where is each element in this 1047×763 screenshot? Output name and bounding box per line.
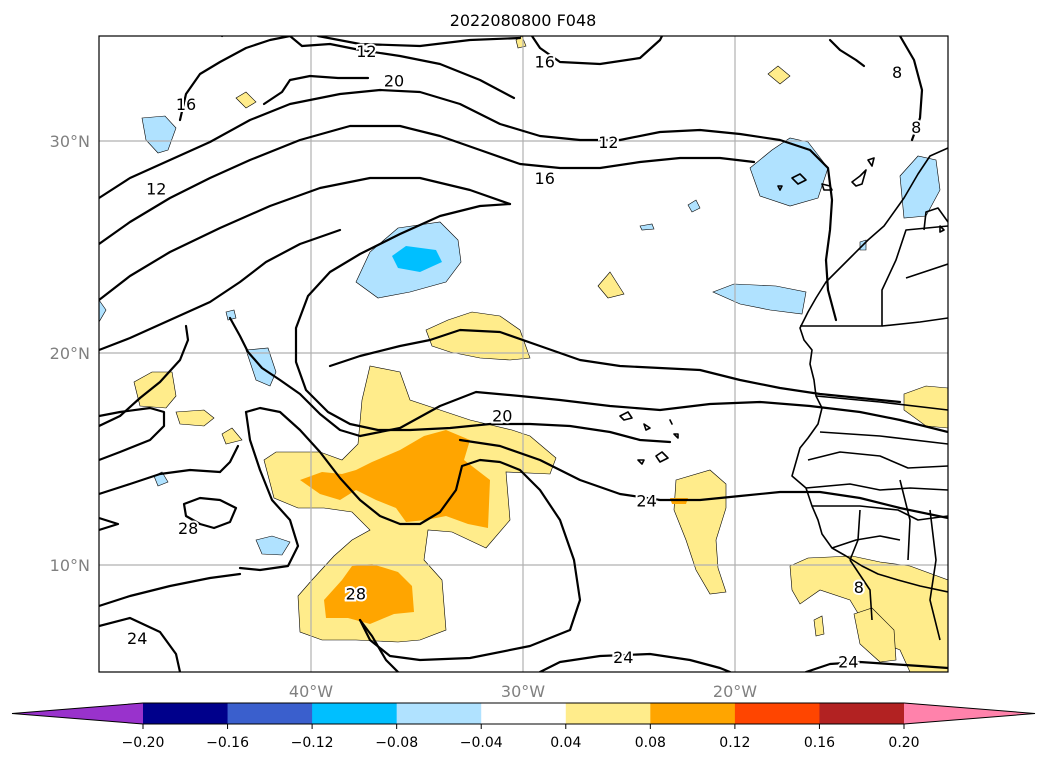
contour-label: 20 <box>492 406 512 425</box>
contour-label: 24 <box>127 629 147 648</box>
contour-label: 24 <box>636 491 656 510</box>
colorbar-tick-label: 0.16 <box>804 735 835 751</box>
colorbar: −0.20 −0.16 −0.12 −0.08 −0.04 0.04 0.08 0.12 0.1… <box>12 703 1035 751</box>
colorbar-tick-label: 0.08 <box>635 735 666 751</box>
colorbar-tick-label: 0.12 <box>719 735 750 751</box>
pos-patch <box>814 616 824 636</box>
contour-label: 24 <box>838 652 858 671</box>
contour-label: 12 <box>146 180 166 199</box>
lat-tick-label: 10°N <box>50 556 90 575</box>
lon-tick-labels: 40°W 30°W 20°W <box>289 682 757 701</box>
contour-label: 16 <box>535 169 555 188</box>
colorbar-segment <box>481 703 566 724</box>
colorbar-tick-label: 0.20 <box>888 735 919 751</box>
contour-label: 28 <box>346 585 366 604</box>
colorbar-segment <box>397 703 482 724</box>
colorbar-segment <box>228 703 313 724</box>
colorbar-segment <box>650 703 735 724</box>
contour-label: 16 <box>176 95 196 114</box>
colorbar-segment <box>566 703 651 724</box>
contour-label: 8 <box>911 118 921 137</box>
contour-label: 12 <box>356 42 376 61</box>
colorbar-tick-label: −0.20 <box>122 735 165 751</box>
chart-title: 2022080800 F048 <box>450 11 597 30</box>
lon-tick-label: 40°W <box>289 682 333 701</box>
colorbar-segment <box>819 703 904 724</box>
colorbar-segment <box>735 703 820 724</box>
colorbar-tick-label: 0.04 <box>550 735 581 751</box>
lat-tick-labels: 30°N 20°N 10°N <box>50 132 90 575</box>
colorbar-segment <box>312 703 397 724</box>
contour-label: 8 <box>854 578 864 597</box>
contour-label: 24 <box>613 648 633 667</box>
contour-label: 8 <box>892 63 902 82</box>
colorbar-tick-label: −0.04 <box>460 735 503 751</box>
colorbar-segment <box>143 703 228 724</box>
contour-label: 20 <box>384 72 404 91</box>
colorbar-tick-label: −0.12 <box>291 735 334 751</box>
lat-tick-label: 20°N <box>50 344 90 363</box>
lon-tick-label: 30°W <box>501 682 545 701</box>
lon-tick-label: 20°W <box>713 682 757 701</box>
contour-label: 28 <box>178 519 198 538</box>
colorbar-tick-label: −0.16 <box>206 735 249 751</box>
colorbar-extend-high <box>904 703 1035 724</box>
contour-label: 12 <box>598 133 618 152</box>
colorbar-tick-label: −0.08 <box>375 735 418 751</box>
lat-tick-label: 30°N <box>50 132 90 151</box>
map-area: 12 20 16 8 16 8 12 16 12 20 24 28 28 8 24 24 24 <box>99 30 948 672</box>
contour-label: 16 <box>535 52 555 71</box>
colorbar-extend-low <box>12 703 143 724</box>
